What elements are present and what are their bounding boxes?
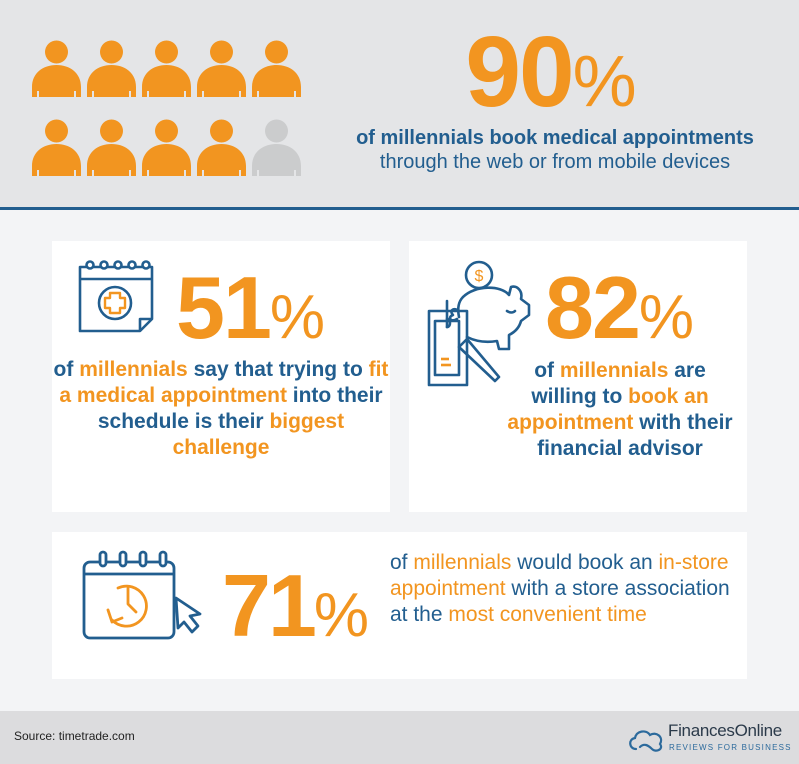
stat-value: 51 (176, 258, 272, 357)
stat-description: of millennials are willing to book an ap… (505, 358, 735, 462)
text-part-highlight: millennials (413, 551, 512, 574)
logo-tagline: REVIEWS FOR BUSINESS (669, 743, 792, 752)
stat-card-71: 71% of millennials would book an in-stor… (52, 532, 747, 679)
person-icon (87, 119, 136, 176)
stat-value: 82 (545, 258, 641, 357)
stat-value: 71 (222, 556, 317, 655)
person-icon (87, 40, 136, 97)
stat-card-51: 51% of millennials say that trying to fi… (52, 241, 390, 512)
piggy-bank-clipboard-icon: $ (423, 255, 535, 400)
text-part: of (534, 359, 560, 382)
text-part-highlight: fit a medical appointment (59, 358, 389, 407)
text-part-highlight: book an appointment (507, 385, 709, 434)
medical-calendar-icon (76, 257, 156, 340)
person-icon (142, 40, 191, 97)
calendar-clock-cursor-icon (74, 548, 204, 653)
text-part-highlight: most convenient time (448, 603, 647, 626)
headline-stat-percent: % (572, 42, 637, 122)
person-icon (197, 40, 246, 97)
person-icon (252, 119, 301, 176)
source-citation: Source: timetrade.com (14, 729, 135, 743)
stat-description: of millennials say that trying to fit a … (52, 357, 390, 461)
text-part: of (53, 358, 80, 381)
text-part: are willing to (531, 359, 706, 408)
stat-number: 51% (176, 263, 325, 363)
headline-description-line1: of millennials book medical appointments (356, 127, 754, 149)
logo-name: FinancesOnline (668, 721, 782, 740)
stat-description: of millennials would book an in-store ap… (390, 550, 740, 628)
text-part: of (390, 551, 414, 574)
person-icon (142, 119, 191, 176)
text-part-highlight: in-store appointment (390, 551, 729, 600)
headline-stat: 90% (330, 22, 770, 132)
headline-description-line2: through the web or from mobile devices (379, 151, 731, 173)
stat-percent: % (313, 581, 369, 650)
stat-card-82: $ 82% of millennials are willing to book… (409, 241, 747, 512)
text-part-highlight: biggest challenge (172, 410, 345, 459)
text-part: would book an (511, 551, 659, 574)
footer: Source: timetrade.com FinancesOnline REV… (0, 711, 799, 764)
stat-percent: % (638, 283, 694, 352)
headline-description: of millennials book medical appointments… (320, 126, 790, 174)
financesonline-logo[interactable]: FinancesOnline REVIEWS FOR BUSINESS (626, 721, 796, 757)
text-part: with a store association at the (390, 577, 730, 626)
stat-number: 71% (222, 556, 369, 666)
person-icon (32, 40, 81, 97)
svg-text:$: $ (475, 268, 484, 285)
person-icon (197, 119, 246, 176)
cloud-icon (629, 730, 663, 752)
text-part: say that trying to (187, 358, 369, 381)
person-icon (252, 40, 301, 97)
stat-number: 82% (545, 263, 694, 363)
text-part: with their financial advisor (537, 411, 733, 460)
text-part: into their schedule is their (97, 384, 383, 433)
text-part-highlight: millennials (79, 358, 188, 381)
text-part-highlight: millennials (559, 359, 669, 382)
person-icon (32, 119, 81, 176)
header-banner: 90% of millennials book medical appointm… (0, 0, 799, 210)
headline-stat-number: 90 (465, 16, 574, 128)
stat-percent: % (269, 283, 325, 352)
